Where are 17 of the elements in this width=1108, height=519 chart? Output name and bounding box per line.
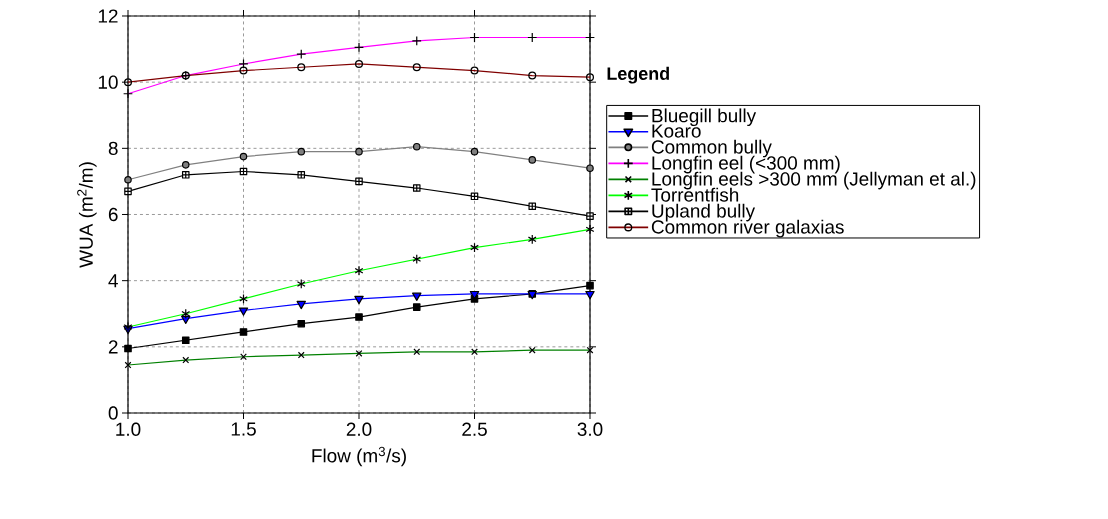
y-tick-label: 0 (108, 406, 118, 420)
y-tick-label: 12 (98, 9, 118, 23)
legend-label: Koaro (652, 124, 701, 138)
x-tick-label: 1.5 (231, 422, 256, 436)
x-axis-title: Flow (m$^{3}$/s) (312, 446, 406, 467)
legend-label: Bluegill bully (652, 108, 757, 127)
y-axis-title: WUA (m$^{2}$/m) (77, 162, 97, 268)
y-tick-label: 4 (108, 274, 118, 288)
y-tick-label: 6 (108, 207, 118, 222)
x-tick-label: 2.0 (346, 422, 372, 436)
legend-title: Legend (607, 66, 669, 84)
y-tick-label: 8 (108, 141, 118, 156)
x-tick-label: 2.5 (462, 422, 487, 436)
y-tick-label: 10 (98, 75, 118, 89)
x-tick-label: 1.0 (116, 422, 141, 436)
y-tick-label: 2 (108, 340, 118, 354)
x-tick-label: 3.0 (577, 422, 603, 436)
